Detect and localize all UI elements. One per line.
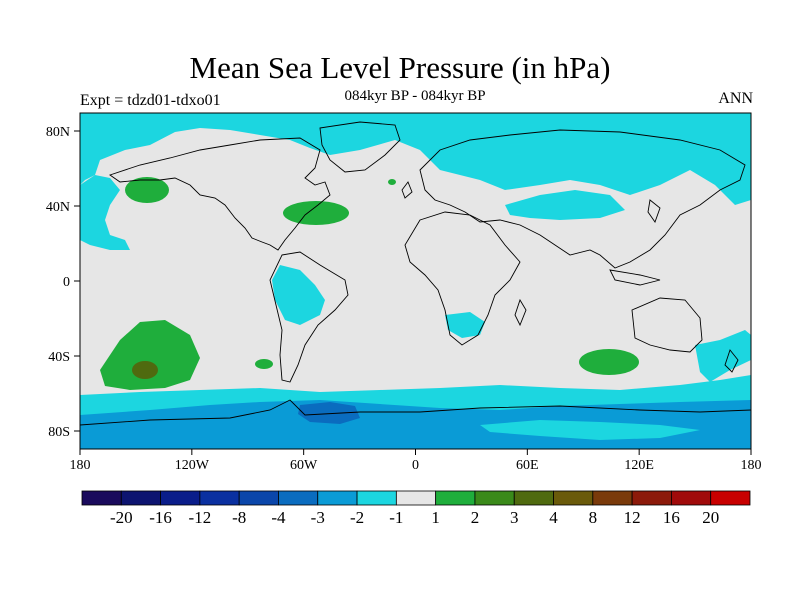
colorbar-swatch [120,490,161,506]
season-label: ANN [718,90,753,107]
field-npacific-negative [80,175,130,250]
colorbar-swatch [395,490,437,506]
coastline-antarctica [80,399,751,426]
x-axis: 180 120W 60W 0 60E 120E 180 [70,449,762,473]
colorbar-swatch [710,490,751,506]
colorbar-swatch [238,490,279,506]
colorbar-label: -20 [110,508,133,527]
coastline-uk [401,181,413,199]
colorbar-label: -1 [389,508,403,527]
colorbar-swatch [474,490,515,506]
field-asia-negative [505,190,625,220]
coastline-africa [404,211,521,346]
x-tick-label: 60E [516,458,539,473]
field-southern-strong-negative [298,402,360,424]
colorbar-swatch [435,490,476,506]
x-tick-label: 180 [741,458,762,473]
field-safrica-negative [445,312,485,338]
colorbar-label: 12 [624,508,641,527]
coastline-indonesia [609,269,661,286]
colorbar-swatch [553,490,594,506]
coastline-south-america [269,251,349,383]
plot-subtitle: 084kyr BP - 084kyr BP [344,88,486,104]
colorbar-label: 4 [549,508,558,527]
colorbar-swatch [81,490,122,506]
colorbar-swatch [592,490,633,506]
coastline-madagascar [514,298,527,327]
colorbar-label: 2 [471,508,480,527]
x-tick-label: 60W [290,458,318,473]
field-satlantic-small-positive [255,359,273,369]
colorbar-swatch [278,490,319,506]
colorbar-label: 1 [431,508,440,527]
y-axis: 80N 40N 0 40S 80S [46,125,80,440]
coastline-north-america [109,137,331,251]
map-field [80,113,751,449]
coastlines [80,121,751,426]
colorbar-label: 16 [663,508,680,527]
colorbar-label: 20 [702,508,719,527]
colorbar: -20 -16 -12 -8 -4 -3 -2 -1 1 2 3 4 8 12 16 20 [81,490,751,527]
x-tick-label: 120E [624,458,654,473]
coastline-greenland [319,121,401,173]
colorbar-label: 3 [510,508,519,527]
colorbar-swatch [671,490,712,506]
colorbar-label: 8 [589,508,598,527]
field-arctic-negative [80,113,751,205]
colorbar-label: -8 [232,508,246,527]
experiment-label: Expt = tdzd01-tdxo01 [80,92,221,109]
y-tick-label: 40S [48,350,70,365]
colorbar-swatch [356,490,397,506]
field-greenland-small-positive [388,179,396,185]
colorbar-swatch [631,490,672,506]
field-australia-negative [695,330,751,382]
x-tick-label: 120W [175,458,210,473]
plot-title: Mean Sea Level Pressure (in hPa) [189,50,611,85]
x-tick-label: 180 [70,458,91,473]
y-tick-label: 40N [46,200,70,215]
field-natlantic-positive [283,201,349,225]
field-antarctic-light-patch [480,420,700,440]
field-southamerica-negative [272,265,325,325]
y-tick-label: 80S [48,425,70,440]
coastline-japan [647,199,661,223]
colorbar-label: -3 [311,508,325,527]
coastline-eurasia [419,129,746,269]
colorbar-swatch [317,490,358,506]
colorbar-label: -12 [189,508,212,527]
y-tick-label: 0 [63,275,70,290]
colorbar-label: -2 [350,508,364,527]
coastline-australia [631,297,703,353]
coastline-new-zealand [724,349,739,373]
field-npacific-positive [125,177,169,203]
colorbar-swatch [513,490,554,506]
colorbar-label: -4 [271,508,286,527]
y-tick-label: 80N [46,125,70,140]
x-tick-label: 0 [412,458,419,473]
field-indian-positive [579,349,639,375]
field-spacific-strong-positive [132,361,158,379]
field-spacific-positive [100,320,200,390]
colorbar-swatch [199,490,240,506]
colorbar-label: -16 [149,508,172,527]
colorbar-swatch [160,490,201,506]
